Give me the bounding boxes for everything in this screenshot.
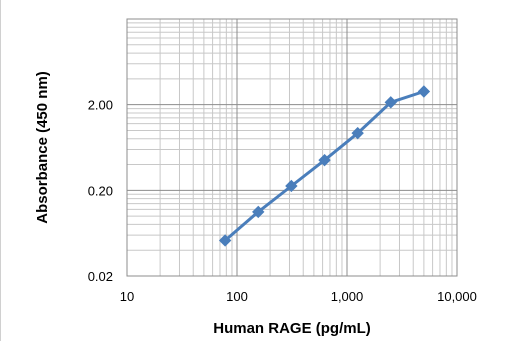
data-point-marker [418, 86, 429, 97]
major-gridlines [127, 19, 457, 276]
x-tick-label: 1,000 [331, 289, 364, 304]
x-tick-label: 100 [226, 289, 248, 304]
plot-area-border [127, 19, 457, 276]
y-axis-title: Absorbance (450 nm) [34, 71, 51, 224]
x-tick-label: 10,000 [437, 289, 477, 304]
x-axis-title: Human RAGE (pg/mL) [213, 320, 371, 337]
y-axis-tick-labels: 0.02 0.20 2.00 [88, 98, 113, 284]
y-tick-label: 2.00 [88, 98, 113, 113]
minor-gridlines [127, 19, 457, 276]
y-tick-label: 0.02 [88, 269, 113, 284]
y-tick-label: 0.20 [88, 183, 113, 198]
x-axis-tick-labels: 10 100 1,000 10,000 [120, 289, 477, 304]
x-tick-label: 10 [120, 289, 134, 304]
series-layer [220, 86, 430, 246]
